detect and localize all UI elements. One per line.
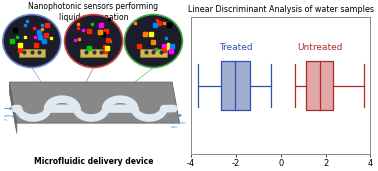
Bar xyxy=(140,49,167,57)
Bar xyxy=(307,61,333,110)
Bar xyxy=(221,61,250,110)
Text: Microfluidic delivery device: Microfluidic delivery device xyxy=(34,157,153,166)
Circle shape xyxy=(3,15,61,68)
Text: Nanophotonic sensors performing
liquid segregation: Nanophotonic sensors performing liquid s… xyxy=(28,2,159,22)
Title: Linear Discriminant Analysis of water samples: Linear Discriminant Analysis of water sa… xyxy=(187,5,374,14)
Bar xyxy=(19,49,45,57)
Text: sample
in: sample in xyxy=(4,114,20,122)
Text: Untreated: Untreated xyxy=(297,43,343,52)
Circle shape xyxy=(124,15,183,68)
Circle shape xyxy=(65,15,122,68)
Text: Treated: Treated xyxy=(219,43,253,52)
Polygon shape xyxy=(9,82,180,123)
Bar xyxy=(81,49,107,57)
Text: sample
out: sample out xyxy=(170,121,186,129)
Polygon shape xyxy=(9,82,17,133)
